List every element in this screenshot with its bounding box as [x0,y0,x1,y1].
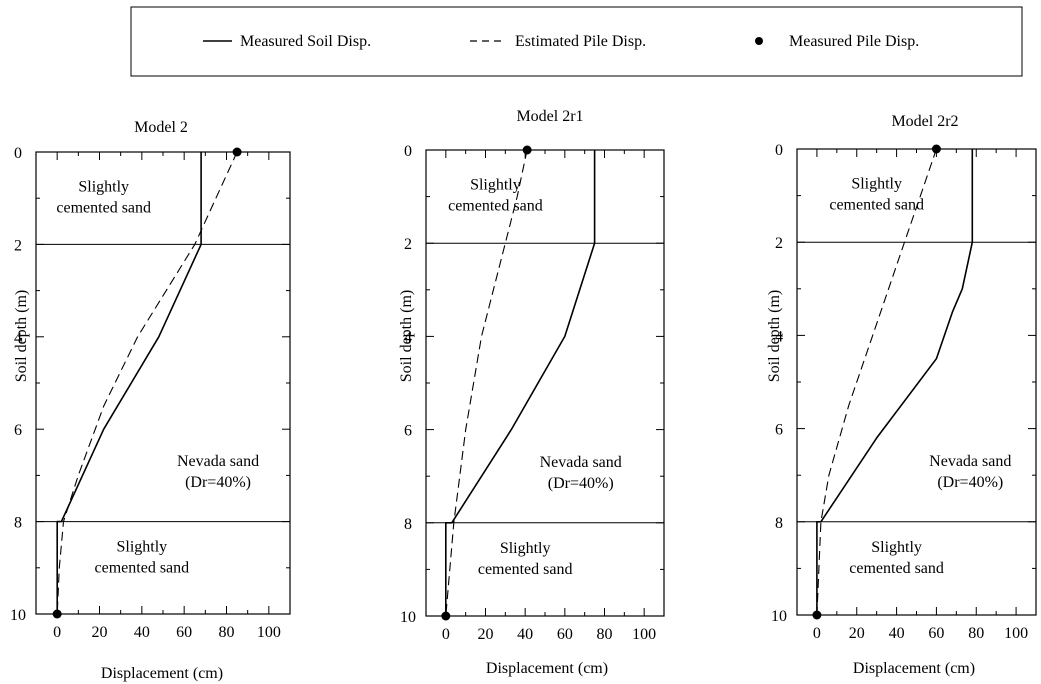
panel-title: Model 2r1 [516,108,583,125]
x-tick-label: 40 [517,626,533,643]
x-tick-label: 100 [1004,625,1028,642]
panel-title: Model 2 [134,119,188,136]
soil-layer-label: Slightly cemented sand [448,177,543,215]
x-tick-label: 40 [889,625,905,642]
y-tick-label: 10 [10,607,26,624]
y-tick-label: 2 [404,236,412,253]
legend-label-measured-pile: Measured Pile Disp. [789,33,919,50]
x-axis-label: Displacement (cm) [101,665,223,682]
x-tick-label: 60 [928,625,944,642]
y-tick-label: 8 [404,516,412,533]
x-tick-label: 60 [176,624,192,641]
legend-marker-swatch [755,37,763,45]
y-tick-label: 0 [404,143,412,160]
soil-layer-label: Nevada sand (Dr=40%) [177,453,259,491]
y-tick-label: 4 [14,330,22,347]
soil-layer-label: Slightly cemented sand [849,539,944,577]
x-tick-label: 80 [597,626,613,643]
measured-pile-point [441,611,451,621]
x-tick-label: 0 [53,624,61,641]
y-tick-label: 8 [775,515,783,532]
y-tick-label: 2 [775,235,783,252]
estimated-pile-line [445,149,528,617]
y-tick-label: 6 [775,422,783,439]
x-tick-label: 80 [968,625,984,642]
panel-model-2r2: Model 2r2 Displacement (cm) Soil depth (… [766,113,1037,677]
y-tick-label: 4 [404,329,412,346]
panel-title: Model 2r2 [891,113,958,130]
x-axis-label: Displacement (cm) [486,660,608,677]
y-tick-label: 4 [775,328,783,345]
x-tick-label: 20 [849,625,865,642]
measured-pile-point [522,145,532,155]
x-tick-label: 100 [257,624,281,641]
soil-layer-label: Slightly cemented sand [95,539,190,577]
y-tick-label: 10 [400,609,416,626]
measured-pile-point [52,609,62,619]
x-tick-label: 100 [632,626,656,643]
y-tick-label: 6 [404,423,412,440]
measured-soil-line [816,149,974,615]
estimated-pile-line [816,148,937,616]
x-tick-label: 40 [134,624,150,641]
soil-layer-label: Slightly cemented sand [478,540,573,578]
soil-layer-label: Slightly cemented sand [56,178,151,216]
soil-layer-label: Slightly cemented sand [829,176,924,214]
y-tick-label: 6 [14,422,22,439]
measured-pile-point [812,610,822,620]
estimated-pile-line [56,151,238,615]
panel-model-2r1: Model 2r1 Displacement (cm) Soil depth (… [398,108,665,677]
legend: Measured Soil Disp. Estimated Pile Disp.… [130,6,1023,77]
legend-label-soil: Measured Soil Disp. [240,33,371,50]
x-tick-label: 60 [557,626,573,643]
x-tick-label: 0 [442,626,450,643]
measured-pile-point [232,147,242,157]
y-tick-label: 10 [771,608,787,625]
y-tick-label: 0 [14,145,22,162]
x-tick-label: 20 [478,626,494,643]
y-axis-label: Soil depth (m) [766,290,783,382]
y-axis-label: Soil depth (m) [13,290,30,382]
soil-layer-label: Nevada sand (Dr=40%) [540,454,622,492]
soil-layer-label: Nevada sand (Dr=40%) [929,453,1011,491]
x-tick-label: 80 [219,624,235,641]
legend-frame [130,6,1023,77]
y-axis-label: Soil depth (m) [398,290,415,382]
y-tick-label: 2 [14,237,22,254]
y-tick-label: 0 [775,142,783,159]
x-tick-label: 0 [813,625,821,642]
measured-soil-line [56,152,202,614]
panel-model-2: Model 2 Displacement (cm) Soil depth (m)… [10,119,291,682]
legend-label-estimated: Estimated Pile Disp. [515,33,646,50]
measured-pile-point [931,144,941,154]
x-tick-label: 20 [92,624,108,641]
y-tick-label: 8 [14,515,22,532]
measured-soil-line [444,150,596,616]
x-axis-label: Displacement (cm) [853,660,975,677]
